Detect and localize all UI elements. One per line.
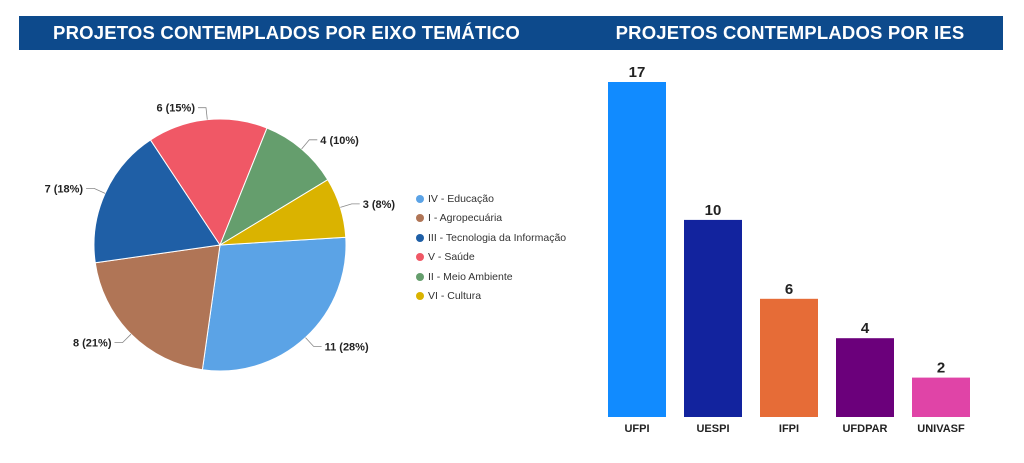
legend-label: IV - Educação xyxy=(428,192,494,205)
bar-category-label: UESPI xyxy=(696,423,729,435)
legend-label: VI - Cultura xyxy=(428,290,482,303)
legend-swatch xyxy=(416,253,424,262)
bar-category-label: IFPI xyxy=(779,423,799,435)
bar-category-label: UNIVASF xyxy=(917,423,965,435)
pie-data-label: 7 (18%) xyxy=(45,183,84,195)
legend-label: II - Meio Ambiente xyxy=(428,270,513,283)
legend-item: VI - Cultura xyxy=(416,287,566,307)
legend-item: III - Tecnologia da Informação xyxy=(416,228,566,248)
pie-leader-line xyxy=(301,139,318,150)
legend-label: I - Agropecuária xyxy=(428,212,503,225)
legend-item: IV - Educação xyxy=(416,189,566,209)
bar-chart-title: PROJETOS CONTEMPLADOS POR IES xyxy=(615,22,965,43)
legend-label: III - Tecnologia da Informação xyxy=(428,231,567,244)
legend-swatch xyxy=(416,292,424,301)
bar xyxy=(760,298,818,417)
bar xyxy=(608,82,666,417)
bar-value-label: 10 xyxy=(705,202,722,219)
pie-leader-line xyxy=(305,337,322,347)
pie-slice xyxy=(201,236,347,372)
title-bar xyxy=(19,16,1003,50)
pie-slice xyxy=(219,179,347,246)
pie-chart-title: PROJETOS CONTEMPLADOS POR EIXO TEMÁTICO xyxy=(53,22,520,43)
pie-leader-line xyxy=(114,333,132,344)
pie-data-label: 4 (10%) xyxy=(320,135,359,147)
legend-swatch xyxy=(416,233,424,242)
pie-slice xyxy=(218,127,329,247)
legend-item: I - Agropecuária xyxy=(416,209,566,229)
bar-chart: 17 UFPI 10 UESPI 6 IFPI 4 UFDPAR 2 UNIVASF xyxy=(608,64,970,435)
bar xyxy=(912,377,970,417)
legend-swatch xyxy=(416,194,424,203)
bar-value-label: 4 xyxy=(861,320,870,337)
legend-item: V - Saúde xyxy=(416,248,566,268)
pie-data-label: 8 (21%) xyxy=(73,338,112,350)
pie-leader-line xyxy=(198,107,208,120)
legend-swatch xyxy=(416,272,424,281)
bar-category-label: UFPI xyxy=(624,423,649,435)
pie-slice xyxy=(149,118,268,247)
legend-item: II - Meio Ambiente xyxy=(416,267,566,287)
pie-leader-line xyxy=(86,187,106,194)
legend-swatch xyxy=(416,214,424,223)
bar-value-label: 17 xyxy=(629,64,646,81)
legend-label: V - Saúde xyxy=(428,251,475,264)
pie-data-label: 3 (8%) xyxy=(363,199,396,211)
bar xyxy=(684,219,742,417)
pie-leader-line xyxy=(340,203,360,208)
bar-value-label: 6 xyxy=(785,281,793,298)
pie-data-label: 11 (28%) xyxy=(325,341,369,353)
bar-category-label: UFDPAR xyxy=(842,423,887,435)
pie-chart: 11 (28%) 8 (21%) 7 (18%) 6 (15%) 4 (10%) 3 (8… xyxy=(45,103,396,372)
pie-data-label: 6 (15%) xyxy=(156,103,195,115)
bar xyxy=(836,338,894,417)
pie-slice xyxy=(94,244,221,371)
pie-legend: IV - Educação I - Agropecuária III - Tecno… xyxy=(416,189,566,306)
bar-value-label: 2 xyxy=(937,360,945,377)
